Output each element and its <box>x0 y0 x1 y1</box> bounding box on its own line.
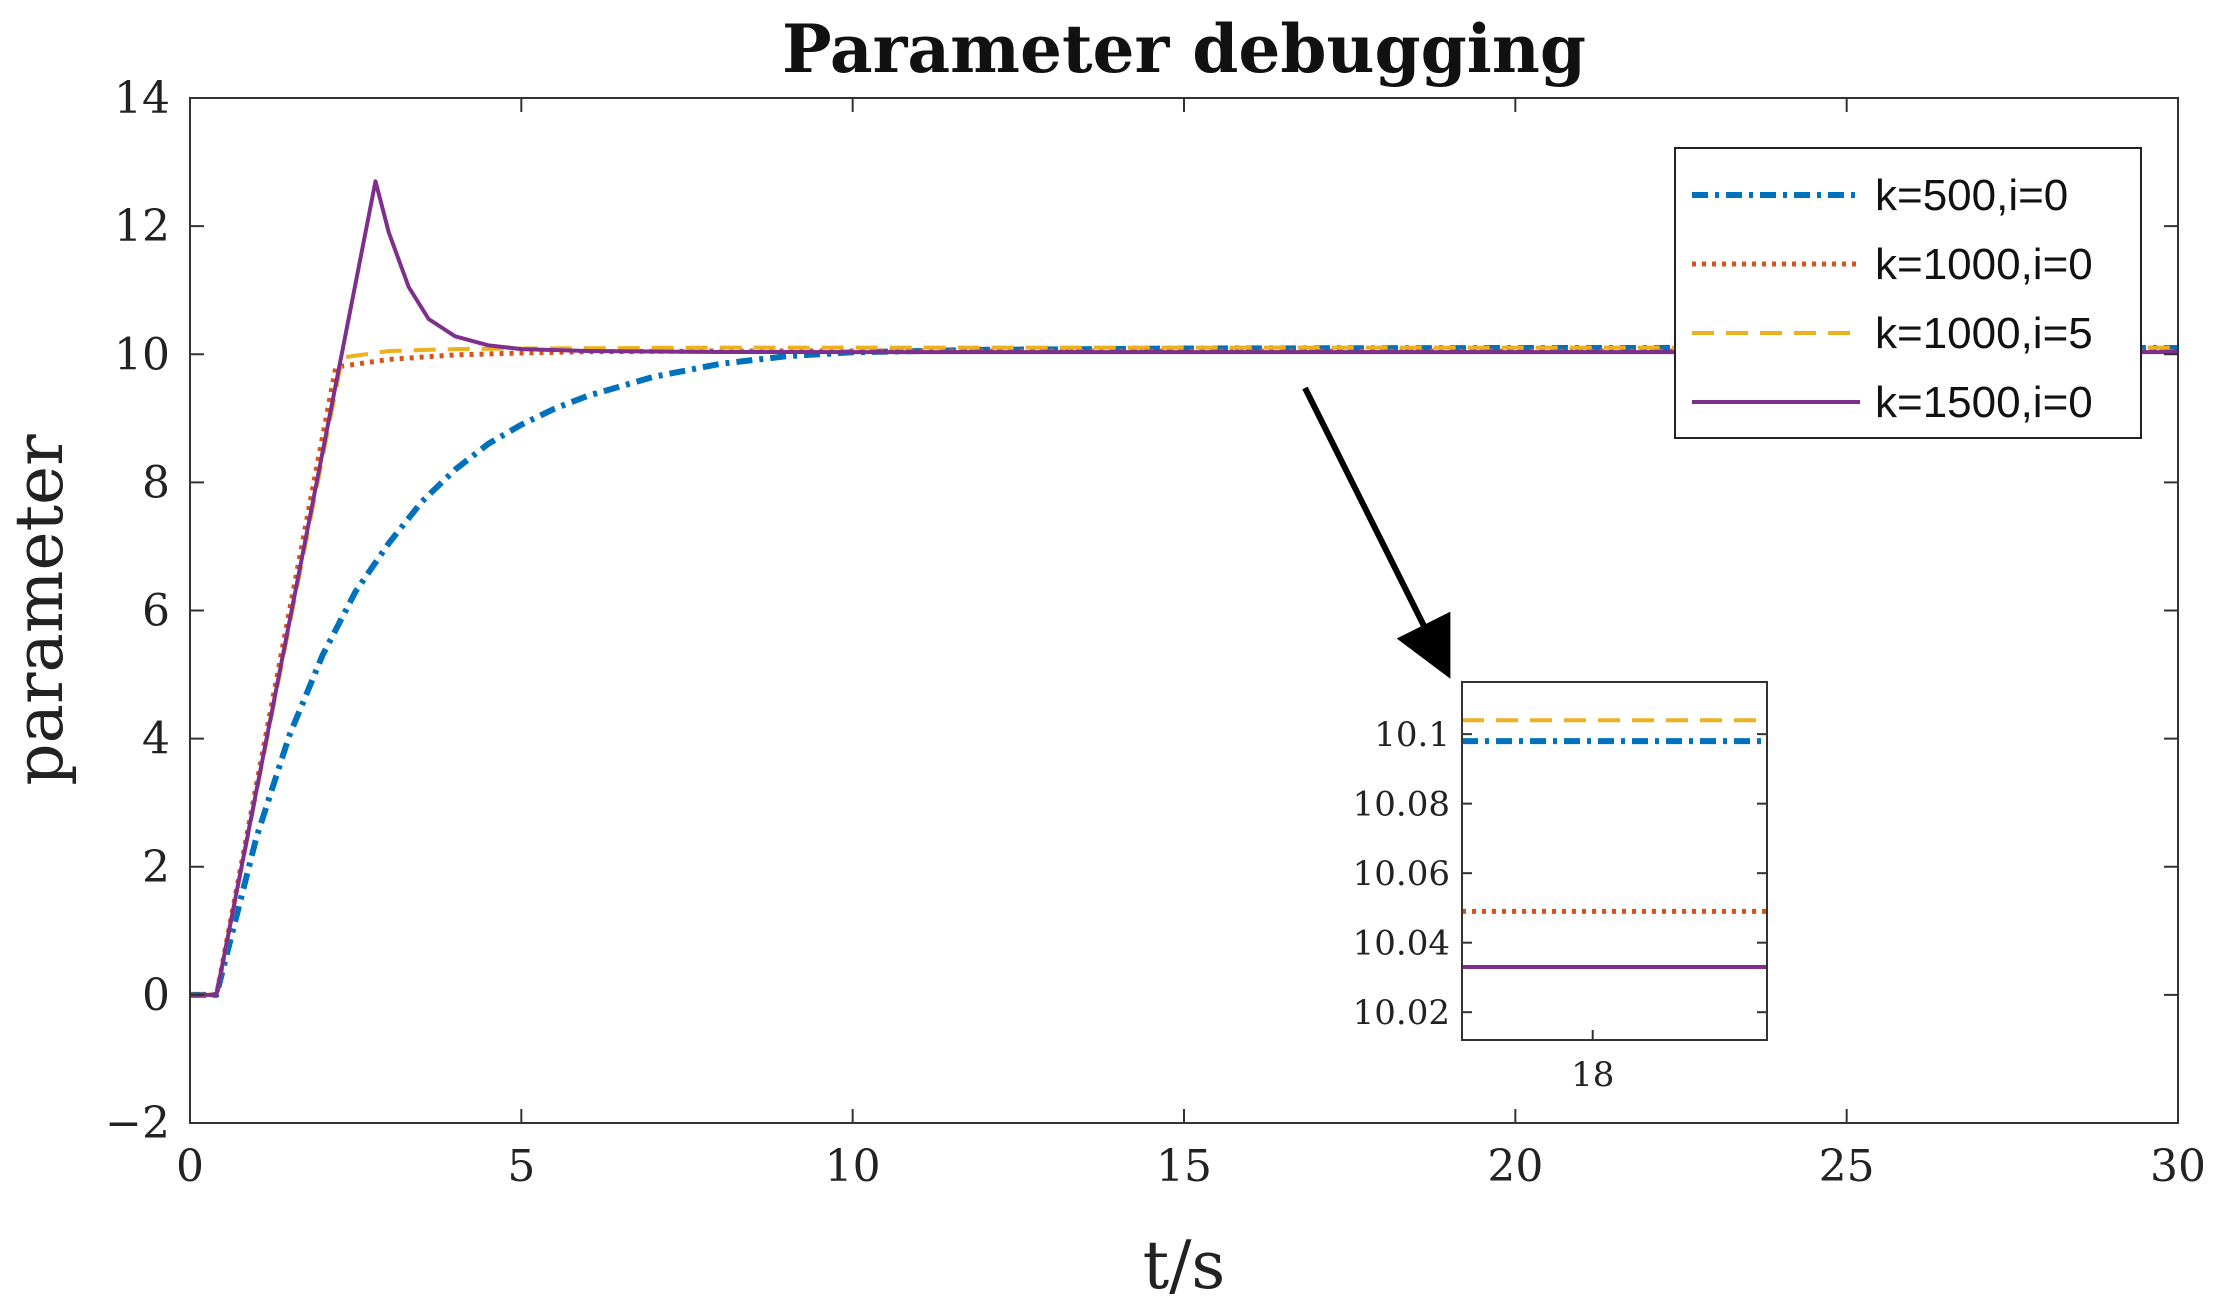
inset-axes-box <box>1461 681 1768 1041</box>
y-tick-label: 2 <box>142 842 170 893</box>
inset-y-tick-label: 10.02 <box>1353 993 1450 1033</box>
x-tick-label: 30 <box>2150 1141 2206 1192</box>
series-line-k-1500-i-0 <box>190 179 2178 997</box>
series-line-k-500-i-0 <box>190 345 2178 998</box>
legend: k=500,i=0 k=1000,i=0 k=1000,i=5 k=1500,i=0 <box>1674 147 2142 439</box>
series-line-k-1000-i-5 <box>190 345 2178 997</box>
inset-ticks: 18 10.02 10.04 10.06 10.08 10.1 <box>1353 715 1767 1095</box>
x-tick-label: 20 <box>1487 1141 1543 1192</box>
inset-plot-area <box>1462 718 1767 970</box>
y-tick-label: 4 <box>142 714 170 765</box>
inset-background <box>1462 682 1767 1040</box>
legend-label-k-1000-i-0: k=1000,i=0 <box>1875 240 2093 289</box>
chart-title: Parameter debugging <box>782 10 1586 88</box>
y-tick-label: −2 <box>105 1098 170 1149</box>
x-tick-label: 25 <box>1819 1141 1875 1192</box>
inset-x-tick-label: 18 <box>1571 1055 1614 1095</box>
zoom-arrow <box>1302 386 1451 679</box>
main-plot-area <box>190 179 2178 998</box>
y-tick-label: 0 <box>142 970 170 1021</box>
legend-label-k-500-i-0: k=500,i=0 <box>1875 171 2068 220</box>
y-tick-label: 6 <box>142 586 170 637</box>
x-tick-label: 15 <box>1156 1141 1212 1192</box>
y-tick-label: 12 <box>114 201 170 252</box>
inset-y-tick-label: 10.04 <box>1353 924 1450 964</box>
legend-label-k-1000-i-5: k=1000,i=5 <box>1875 309 2093 358</box>
inset-y-tick-label: 10.08 <box>1353 785 1450 825</box>
inset-y-tick-label: 10.06 <box>1353 854 1450 894</box>
legend-label-k-1500-i-0: k=1500,i=0 <box>1875 378 2093 427</box>
y-tick-label: 14 <box>114 73 170 124</box>
y-tick-label: 8 <box>142 457 170 508</box>
x-tick-label: 5 <box>507 1141 535 1192</box>
y-axis-label: parameter <box>1 434 78 786</box>
inset-y-tick-label: 10.1 <box>1374 715 1450 755</box>
x-tick-label: 10 <box>825 1141 881 1192</box>
x-axis-label: t/s <box>1143 1227 1226 1304</box>
x-tick-label: 0 <box>176 1141 204 1192</box>
y-tick-label: 10 <box>114 329 170 380</box>
